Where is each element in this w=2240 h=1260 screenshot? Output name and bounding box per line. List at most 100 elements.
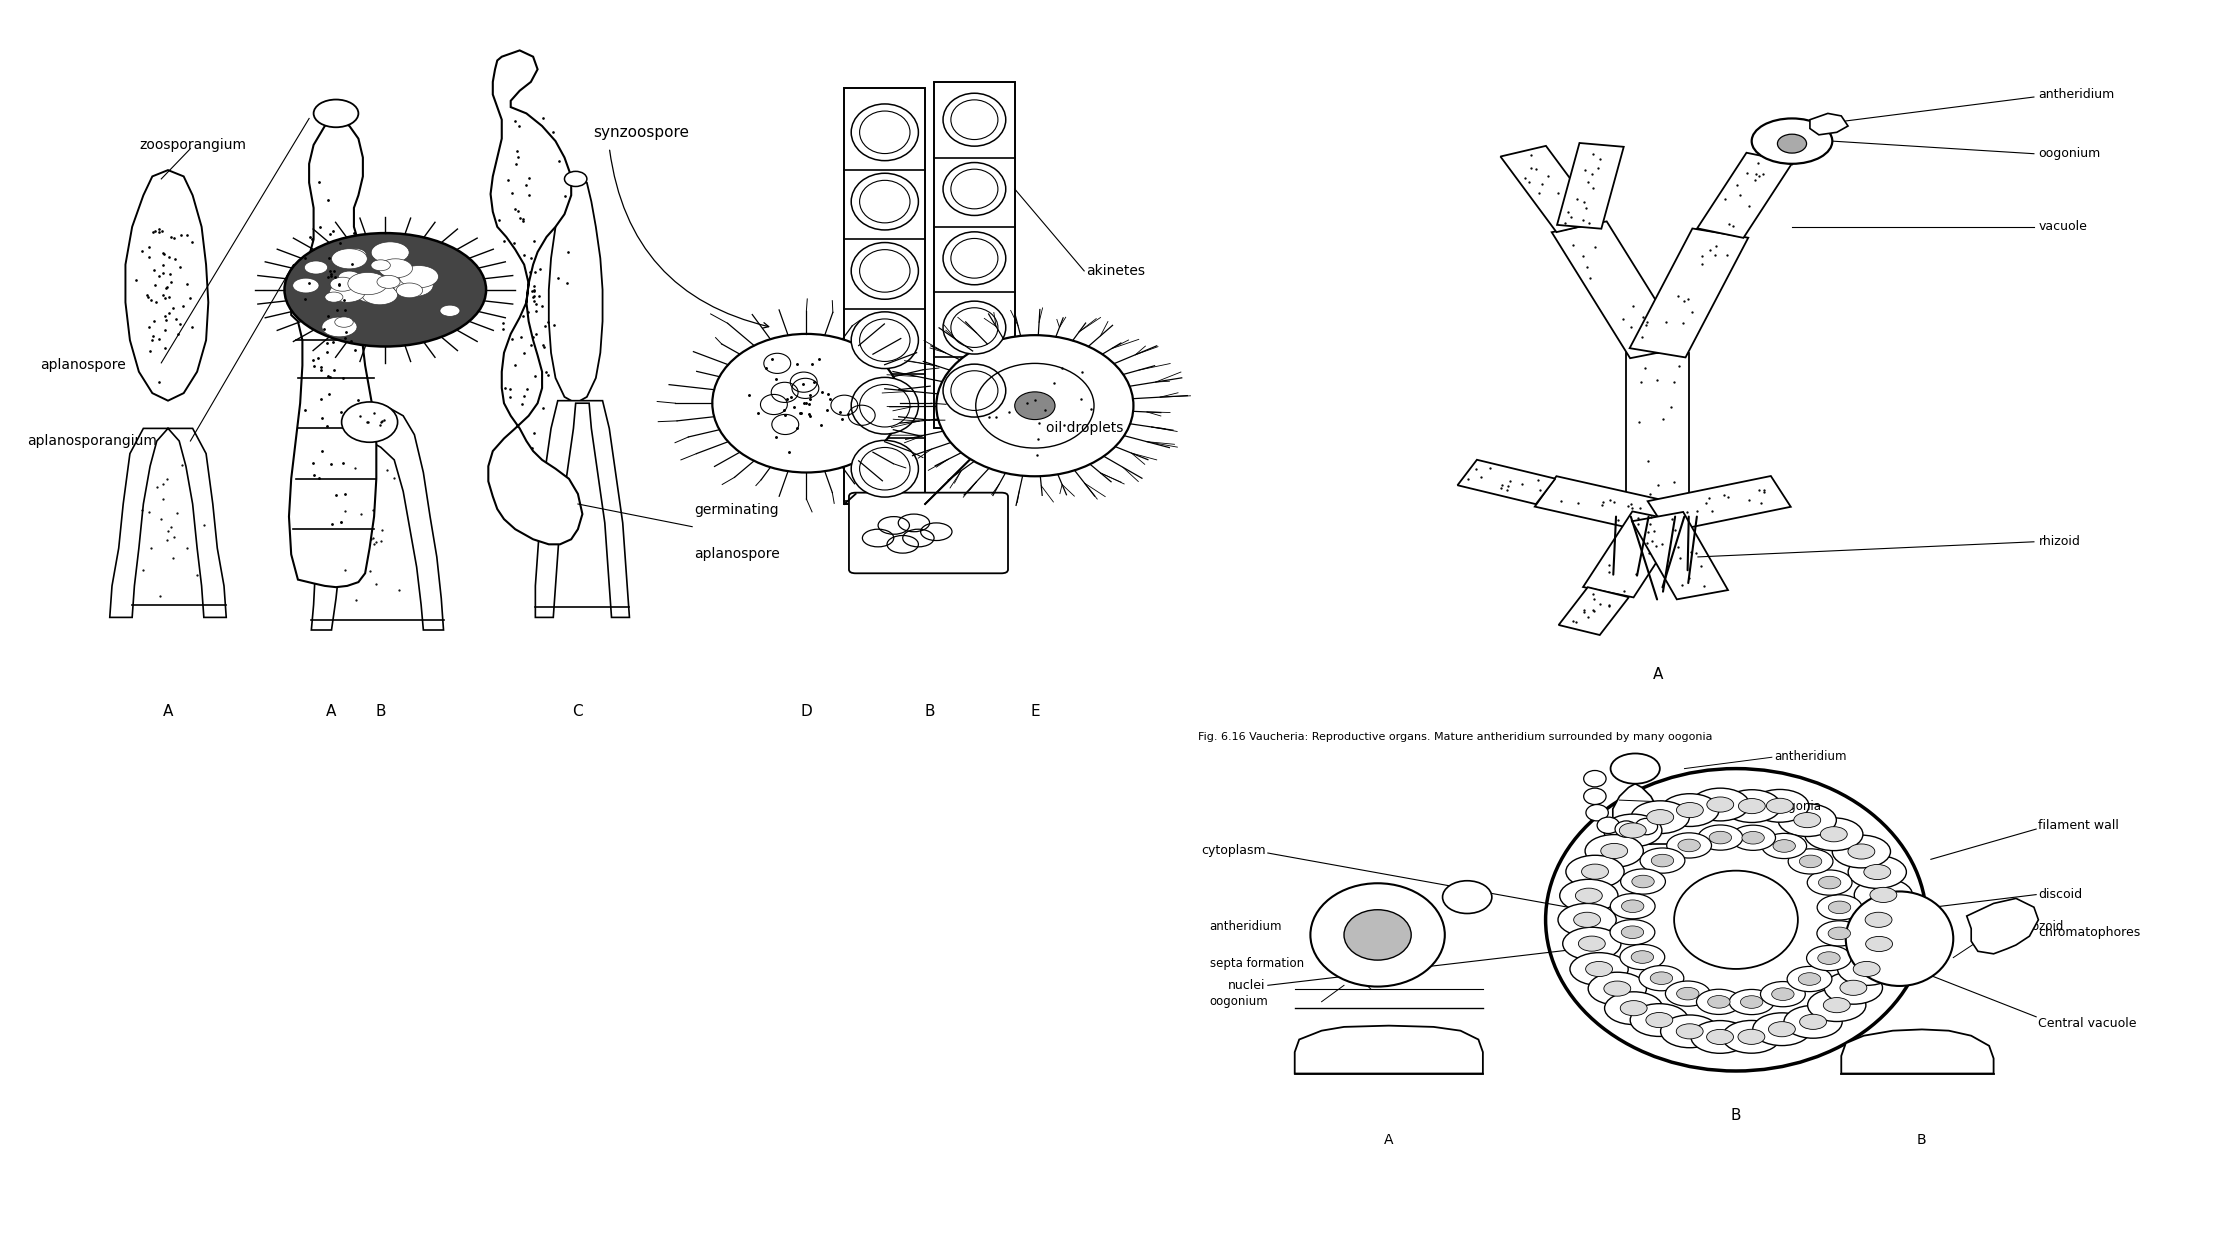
- Polygon shape: [1631, 228, 1747, 358]
- Ellipse shape: [1611, 753, 1660, 784]
- Ellipse shape: [1546, 769, 1926, 1071]
- Text: oogonium: oogonium: [2038, 147, 2101, 160]
- Circle shape: [1581, 864, 1608, 879]
- Text: E: E: [1030, 704, 1039, 719]
- Circle shape: [334, 316, 354, 328]
- Circle shape: [1774, 839, 1796, 852]
- Circle shape: [1622, 926, 1644, 939]
- Text: B: B: [376, 704, 385, 719]
- Circle shape: [1799, 856, 1821, 868]
- Circle shape: [1631, 876, 1653, 888]
- Text: zoosporangium: zoosporangium: [139, 137, 246, 152]
- Circle shape: [1559, 879, 1617, 912]
- Polygon shape: [1967, 898, 2038, 954]
- Circle shape: [1651, 854, 1673, 867]
- Circle shape: [1850, 927, 1908, 960]
- Circle shape: [1676, 1024, 1702, 1040]
- Circle shape: [1707, 1029, 1734, 1045]
- Text: A: A: [327, 704, 336, 719]
- Circle shape: [1676, 988, 1698, 1000]
- Ellipse shape: [943, 301, 1006, 354]
- Circle shape: [1676, 803, 1702, 818]
- Text: chromatophores: chromatophores: [2038, 926, 2141, 939]
- Circle shape: [1805, 818, 1864, 850]
- Circle shape: [1866, 912, 1893, 927]
- Ellipse shape: [314, 100, 358, 127]
- Circle shape: [363, 285, 399, 305]
- Text: A: A: [1384, 1133, 1393, 1148]
- Circle shape: [1640, 848, 1684, 873]
- Polygon shape: [1559, 587, 1628, 635]
- Circle shape: [1723, 790, 1781, 823]
- Ellipse shape: [943, 163, 1006, 215]
- Circle shape: [1819, 951, 1841, 964]
- Circle shape: [1788, 849, 1832, 874]
- Ellipse shape: [1635, 819, 1658, 835]
- Polygon shape: [1649, 476, 1790, 532]
- Circle shape: [1817, 895, 1861, 920]
- Circle shape: [1819, 876, 1841, 888]
- Text: antheridium: antheridium: [1210, 920, 1281, 932]
- Text: filament wall: filament wall: [2038, 819, 2119, 832]
- Text: antherozoid: antherozoid: [1994, 920, 2063, 932]
- Text: nuclei: nuclei: [1228, 979, 1266, 992]
- Circle shape: [1566, 856, 1624, 888]
- Ellipse shape: [943, 93, 1006, 146]
- Circle shape: [1808, 989, 1866, 1022]
- Polygon shape: [1534, 476, 1669, 532]
- Circle shape: [1866, 936, 1893, 951]
- Circle shape: [1864, 864, 1891, 879]
- Text: C: C: [573, 704, 582, 719]
- FancyBboxPatch shape: [849, 493, 1008, 573]
- Circle shape: [1828, 927, 1850, 940]
- Ellipse shape: [1615, 822, 1637, 837]
- Circle shape: [1837, 953, 1895, 985]
- Circle shape: [1620, 823, 1646, 838]
- Polygon shape: [1584, 512, 1682, 597]
- Circle shape: [396, 284, 423, 297]
- Polygon shape: [110, 428, 226, 617]
- Circle shape: [1788, 966, 1832, 992]
- Circle shape: [1823, 998, 1850, 1013]
- Text: A: A: [164, 704, 172, 719]
- Ellipse shape: [851, 173, 918, 229]
- Ellipse shape: [943, 232, 1006, 285]
- Circle shape: [338, 271, 361, 284]
- Circle shape: [1678, 839, 1700, 852]
- Circle shape: [1763, 833, 1808, 858]
- Ellipse shape: [943, 364, 1006, 417]
- Text: A: A: [1653, 667, 1662, 682]
- Circle shape: [1709, 832, 1732, 844]
- Circle shape: [284, 233, 486, 346]
- Circle shape: [1588, 973, 1646, 1005]
- Polygon shape: [1810, 113, 1848, 135]
- Circle shape: [293, 278, 318, 294]
- Text: B: B: [925, 704, 934, 719]
- Circle shape: [1570, 953, 1628, 985]
- Circle shape: [1783, 1005, 1841, 1038]
- Circle shape: [1646, 1013, 1673, 1028]
- Circle shape: [1698, 825, 1743, 851]
- Circle shape: [372, 260, 390, 271]
- Text: Fig. 6.16 Vaucheria: Reproductive organs. Mature antheridium surrounded by many : Fig. 6.16 Vaucheria: Reproductive organs…: [1198, 732, 1714, 742]
- Polygon shape: [1552, 222, 1684, 358]
- Ellipse shape: [340, 402, 399, 442]
- Circle shape: [379, 258, 412, 278]
- Polygon shape: [1633, 512, 1727, 600]
- Circle shape: [1828, 901, 1850, 914]
- Circle shape: [1817, 921, 1861, 946]
- Text: vacuole: vacuole: [2038, 220, 2088, 233]
- Circle shape: [1620, 945, 1664, 970]
- Circle shape: [1729, 989, 1774, 1014]
- Circle shape: [1696, 989, 1740, 1014]
- Circle shape: [1631, 1004, 1689, 1037]
- Circle shape: [1821, 827, 1848, 842]
- Ellipse shape: [1846, 892, 1953, 985]
- Circle shape: [1723, 1021, 1781, 1053]
- Text: oogonia: oogonia: [1774, 800, 1821, 813]
- Circle shape: [1620, 1000, 1646, 1016]
- Circle shape: [1767, 799, 1794, 814]
- Ellipse shape: [1586, 805, 1608, 822]
- Text: antheridium: antheridium: [2038, 88, 2115, 101]
- Ellipse shape: [851, 441, 918, 498]
